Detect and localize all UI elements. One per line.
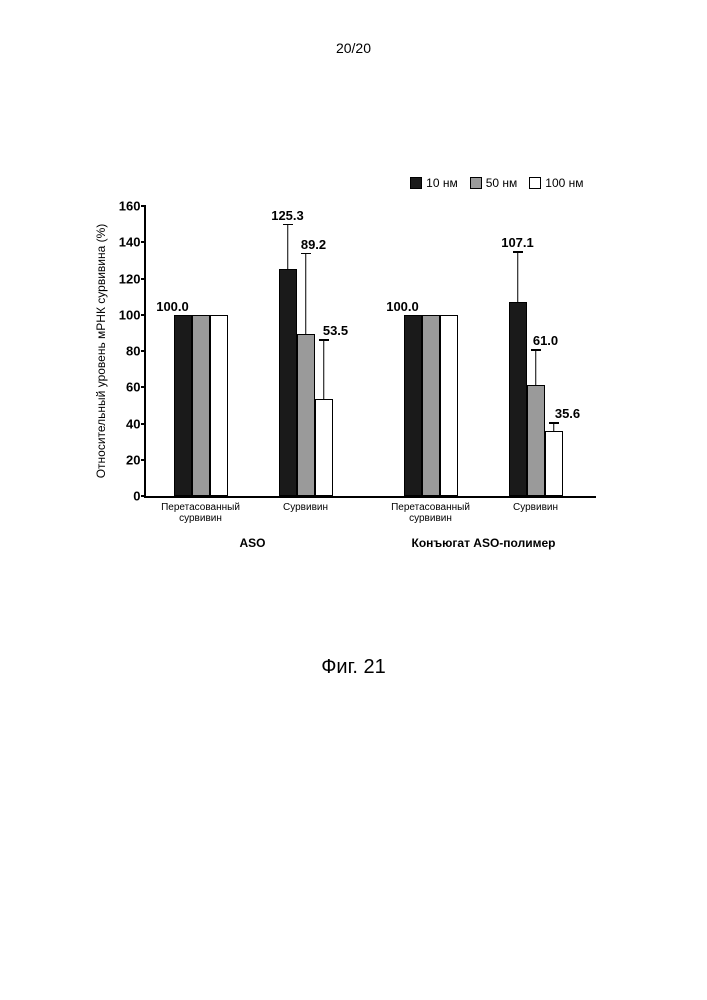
error-bar <box>305 253 307 335</box>
ytick-label: 140 <box>111 235 141 250</box>
error-bar <box>287 224 289 269</box>
error-bar <box>323 339 325 399</box>
ytick-mark <box>141 423 146 425</box>
ytick-mark <box>141 459 146 461</box>
bar <box>440 315 458 496</box>
section-label: Конъюгат ASO-полимер <box>412 536 556 550</box>
bar-chart: 10 нм 50 нм 100 нм Относительный уровень… <box>84 176 624 596</box>
group-label: Сурвивин <box>283 502 328 513</box>
legend-swatch-10 <box>410 177 422 189</box>
bar-value-label: 125.3 <box>271 208 304 223</box>
ytick-label: 20 <box>111 452 141 467</box>
error-bar <box>517 251 519 302</box>
bar <box>210 315 228 496</box>
error-cap <box>283 224 293 226</box>
ytick-label: 0 <box>111 489 141 504</box>
ytick-mark <box>141 278 146 280</box>
error-cap <box>513 251 523 253</box>
bar-value-label: 35.6 <box>555 406 580 421</box>
bar <box>527 385 545 496</box>
ytick-label: 120 <box>111 271 141 286</box>
legend-item-100: 100 нм <box>529 176 583 190</box>
ytick-label: 160 <box>111 199 141 214</box>
legend: 10 нм 50 нм 100 нм <box>410 176 583 190</box>
legend-label-50: 50 нм <box>486 176 518 190</box>
error-cap <box>319 339 329 341</box>
bar <box>297 334 315 496</box>
bar-value-label: 61.0 <box>533 333 558 348</box>
bar <box>509 302 527 496</box>
bar <box>174 315 192 496</box>
ytick-mark <box>141 495 146 497</box>
legend-item-50: 50 нм <box>470 176 518 190</box>
bar-value-label: 100.0 <box>386 299 419 314</box>
ytick-label: 80 <box>111 344 141 359</box>
page-number: 20/20 <box>0 0 707 56</box>
ytick-label: 40 <box>111 416 141 431</box>
legend-swatch-50 <box>470 177 482 189</box>
group-label: Перетасованныйсурвивин <box>391 502 470 524</box>
group-label: Перетасованныйсурвивин <box>161 502 240 524</box>
error-cap <box>549 422 559 424</box>
legend-label-10: 10 нм <box>426 176 458 190</box>
bar <box>404 315 422 496</box>
ytick-mark <box>141 386 146 388</box>
bar <box>315 399 333 496</box>
ytick-label: 100 <box>111 307 141 322</box>
ytick-mark <box>141 350 146 352</box>
bar-value-label: 100.0 <box>156 299 189 314</box>
y-axis-label: Относительный уровень мРНК сурвивина (%) <box>94 224 108 479</box>
bar <box>545 431 563 496</box>
legend-swatch-100 <box>529 177 541 189</box>
ytick-mark <box>141 314 146 316</box>
bar-value-label: 107.1 <box>501 235 534 250</box>
plot-area: Относительный уровень мРНК сурвивина (%)… <box>144 206 596 498</box>
ytick-label: 60 <box>111 380 141 395</box>
error-bar <box>535 349 537 385</box>
error-cap <box>531 349 541 351</box>
bar <box>192 315 210 496</box>
bar <box>279 269 297 496</box>
section-label: ASO <box>239 536 265 550</box>
ytick-mark <box>141 241 146 243</box>
legend-item-10: 10 нм <box>410 176 458 190</box>
figure-caption: Фиг. 21 <box>0 656 707 679</box>
group-label: Сурвивин <box>513 502 558 513</box>
bar <box>422 315 440 496</box>
error-cap <box>301 253 311 255</box>
bar-value-label: 89.2 <box>301 237 326 252</box>
bar-value-label: 53.5 <box>323 323 348 338</box>
legend-label-100: 100 нм <box>545 176 583 190</box>
ytick-mark <box>141 205 146 207</box>
